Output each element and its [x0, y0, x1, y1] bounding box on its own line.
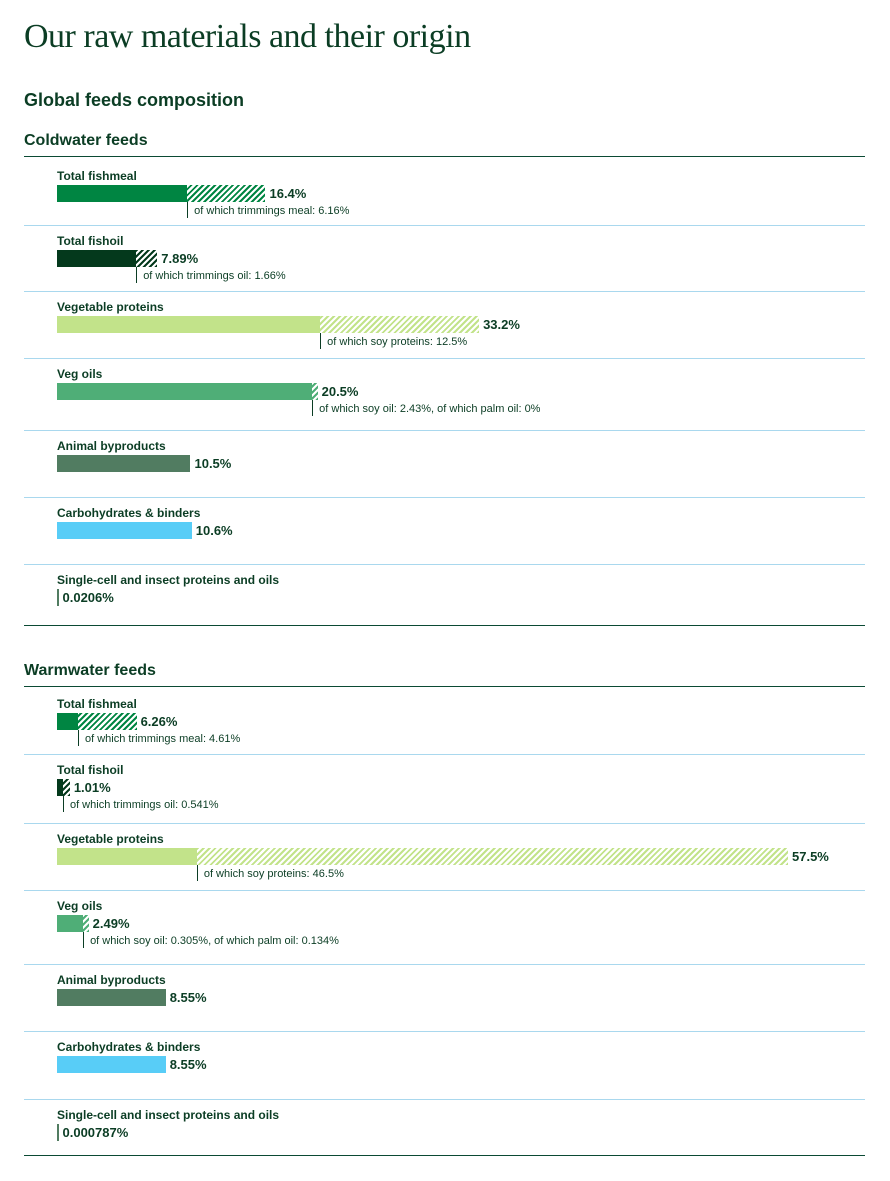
bar-subset-hatched [136, 250, 158, 267]
subset-note: of which soy proteins: 12.5% [327, 336, 468, 348]
row-divider [24, 430, 865, 431]
row-divider [24, 1031, 865, 1032]
bar-value-label: 16.4% [269, 186, 307, 201]
bar-subset-hatched [62, 779, 70, 796]
category-label: Single-cell and insect proteins and oils [57, 1108, 280, 1122]
row-divider [24, 564, 865, 565]
category-label: Carbohydrates & binders [57, 506, 201, 520]
note-leader-line [62, 796, 64, 812]
section-divider [24, 686, 865, 687]
section-end-divider [24, 625, 865, 626]
chart-subtitle: Global feeds composition [24, 90, 245, 110]
bar-total [57, 316, 321, 333]
category-label: Vegetable proteins [57, 300, 164, 314]
section-end-divider [24, 1155, 865, 1156]
category-label: Veg oils [57, 367, 103, 381]
note-leader-line [77, 730, 79, 746]
bar-total [57, 915, 84, 932]
category-label: Total fishoil [57, 234, 124, 248]
bar-total [57, 848, 197, 865]
row-divider [24, 754, 865, 755]
bar-value-label: 57.5% [792, 849, 829, 864]
row-divider [24, 964, 865, 965]
category-label: Vegetable proteins [57, 832, 164, 846]
note-leader-line [320, 333, 322, 349]
note-leader-line [83, 932, 85, 948]
bar-total [57, 185, 188, 202]
bar-value-label: 20.5% [321, 384, 359, 399]
bar-total [57, 779, 63, 796]
row-divider [24, 358, 865, 359]
bar-value-label: 1.01% [73, 780, 111, 795]
row-divider [24, 225, 865, 226]
page-title: Our raw materials and their origin [24, 18, 471, 55]
note-leader-line [136, 267, 138, 283]
bar-value-label: 2.49% [92, 916, 130, 931]
bar-value-label: 8.55% [169, 1057, 207, 1072]
section-divider [24, 156, 865, 157]
category-label: Animal byproducts [57, 973, 166, 987]
note-leader-line [312, 400, 314, 416]
bar-value-label: 8.55% [169, 990, 207, 1005]
bar-subset-hatched [196, 848, 788, 865]
bar-total [57, 989, 166, 1006]
bar-value-label: 10.5% [194, 456, 232, 471]
subset-note: of which trimmings meal: 4.61% [84, 733, 241, 745]
bar-subset-hatched [83, 915, 89, 932]
bar-value-label: 0.000787% [62, 1125, 129, 1140]
row-divider [24, 497, 865, 498]
bar-value-label: 0.0206% [62, 590, 114, 605]
subset-note: of which trimmings oil: 0.541% [69, 799, 219, 811]
bar-total [57, 1056, 166, 1073]
bar-subset-hatched [187, 185, 266, 202]
bar-value-label: 6.26% [140, 714, 178, 729]
bar-total [57, 383, 313, 400]
bar-total [57, 1124, 59, 1141]
subset-note: of which trimmings oil: 1.66% [143, 270, 286, 282]
note-leader-line [196, 865, 198, 881]
bar-value-label: 33.2% [483, 317, 520, 332]
subset-note: of which soy oil: 0.305%, of which palm … [90, 935, 339, 947]
note-leader-line [187, 202, 189, 218]
category-label: Total fishmeal [57, 697, 137, 711]
bar-subset-hatched [320, 316, 480, 333]
category-label: Total fishoil [57, 763, 124, 777]
bar-total [57, 250, 137, 267]
subset-note: of which trimmings meal: 6.16% [194, 205, 350, 217]
subset-note: of which soy proteins: 46.5% [203, 868, 344, 880]
bar-value-label: 7.89% [161, 251, 199, 266]
category-label: Single-cell and insect proteins and oils [57, 573, 280, 587]
category-label: Total fishmeal [57, 169, 137, 183]
bar-total [57, 713, 78, 730]
chart-section-title: Coldwater feeds [24, 132, 148, 149]
category-label: Carbohydrates & binders [57, 1040, 201, 1054]
bar-total [57, 455, 191, 472]
row-divider [24, 890, 865, 891]
chart-section-title: Warmwater feeds [24, 662, 156, 679]
bar-subset-hatched [312, 383, 318, 400]
row-divider [24, 1099, 865, 1100]
bar-total [57, 522, 192, 539]
row-divider [24, 823, 865, 824]
bar-total [57, 589, 59, 606]
bar-subset-hatched [77, 713, 137, 730]
category-label: Veg oils [57, 899, 103, 913]
row-divider [24, 291, 865, 292]
bar-value-label: 10.6% [195, 523, 233, 538]
subset-note: of which soy oil: 2.43%, of which palm o… [319, 403, 541, 415]
category-label: Animal byproducts [57, 439, 166, 453]
